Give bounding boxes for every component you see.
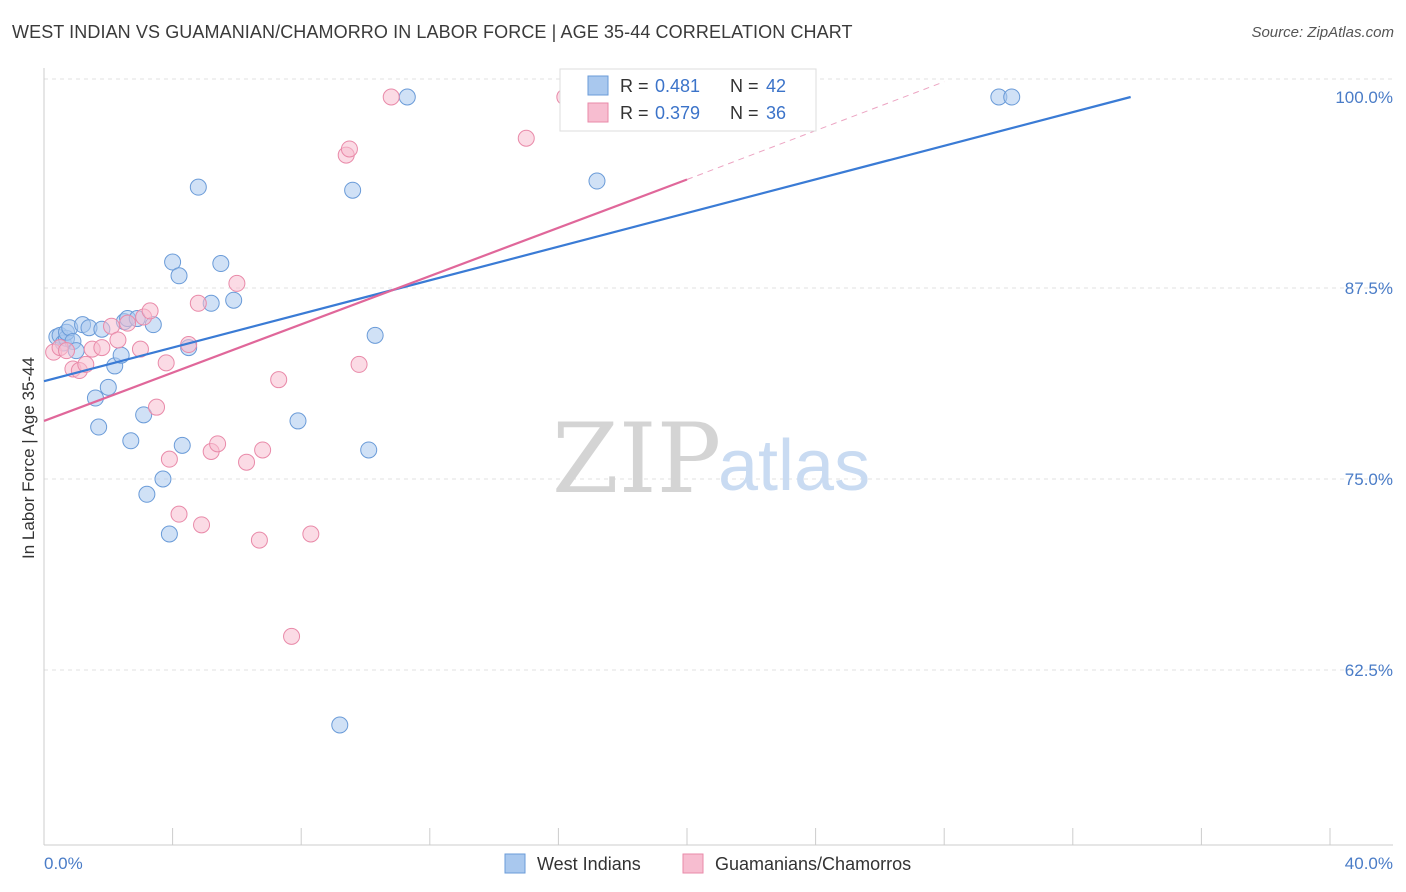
point-west-indian-11 xyxy=(90,418,108,436)
point-west-indian-39 xyxy=(588,172,606,190)
point-west-indian-35 xyxy=(344,181,362,199)
point-guamanian-24 xyxy=(238,453,256,471)
point-west-indian-41 xyxy=(1003,88,1021,106)
point-west-indian-38 xyxy=(398,88,416,106)
point-guamanian-28 xyxy=(283,627,301,645)
point-west-indian-37 xyxy=(366,326,384,344)
point-west-indian-18 xyxy=(122,432,140,450)
legend-r-label-1: R = xyxy=(620,103,649,123)
legend-swatch-guamanians xyxy=(587,102,609,123)
point-guamanian-25 xyxy=(250,531,268,549)
point-west-indian-31 xyxy=(212,255,230,273)
point-guamanian-8 xyxy=(103,317,121,335)
x-tick-label-min: 0.0% xyxy=(44,854,83,873)
legend-n-value-0: 42 xyxy=(766,76,786,96)
bottom-legend-swatch-west-indians xyxy=(504,853,526,874)
bottom-legend-swatch-guamanians xyxy=(682,853,704,874)
trend-line-guamanians xyxy=(43,178,688,422)
trend-lines xyxy=(43,81,1131,422)
legend-n-value-1: 36 xyxy=(766,103,786,123)
point-guamanian-33 xyxy=(382,88,400,106)
point-guamanian-11 xyxy=(131,340,149,358)
point-west-indian-33 xyxy=(289,412,307,430)
point-guamanian-20 xyxy=(193,516,211,534)
y-tick-label-3: 100.0% xyxy=(1335,88,1393,107)
point-west-indian-21 xyxy=(138,485,156,503)
point-west-indian-25 xyxy=(164,253,182,271)
axes xyxy=(43,68,1393,846)
watermark-atlas: atlas xyxy=(718,426,870,506)
point-guamanian-13 xyxy=(141,302,159,320)
legend-n-label-0: N = xyxy=(730,76,759,96)
y-tick-label-0: 62.5% xyxy=(1345,661,1393,680)
point-guamanian-23 xyxy=(228,274,246,292)
bottom-legend: West Indians Guamanians/Chamorros xyxy=(504,853,911,874)
point-guamanian-14 xyxy=(148,398,166,416)
point-guamanian-16 xyxy=(160,450,178,468)
point-west-indian-24 xyxy=(160,525,178,543)
y-tick-label-1: 75.0% xyxy=(1345,470,1393,489)
point-west-indian-29 xyxy=(189,178,207,196)
point-guamanian-9 xyxy=(109,331,127,349)
y-tick-labels: 62.5% 75.0% 87.5% 100.0% xyxy=(1335,88,1393,680)
point-west-indian-26 xyxy=(170,267,188,285)
point-guamanian-15 xyxy=(157,354,175,372)
point-guamanian-26 xyxy=(254,441,272,459)
point-guamanian-29 xyxy=(302,525,320,543)
point-guamanian-10 xyxy=(119,314,137,332)
legend-r-value-1: 0.379 xyxy=(655,103,700,123)
bottom-legend-label-west-indians: West Indians xyxy=(537,854,641,874)
legend-n-label-1: N = xyxy=(730,103,759,123)
y-axis-label: In Labor Force | Age 35-44 xyxy=(19,357,38,559)
point-guamanian-2 xyxy=(58,342,76,360)
source-label: Source: ZipAtlas.com xyxy=(1251,24,1394,41)
point-west-indian-36 xyxy=(360,441,378,459)
point-west-indian-34 xyxy=(331,716,349,734)
legend-r-label-0: R = xyxy=(620,76,649,96)
legend-box: R = 0.481 N = 42 R = 0.379 N = 36 xyxy=(559,68,817,132)
point-guamanian-31 xyxy=(340,140,358,158)
point-guamanian-7 xyxy=(93,339,111,357)
point-west-indian-32 xyxy=(225,291,243,309)
point-guamanian-27 xyxy=(270,371,288,389)
trend-line-west-indians xyxy=(43,95,1131,383)
legend-r-value-0: 0.481 xyxy=(655,76,700,96)
x-tick-label-max: 40.0% xyxy=(1345,854,1393,873)
point-west-indian-20 xyxy=(135,406,153,424)
point-west-indian-13 xyxy=(99,378,117,396)
chart-title: WEST INDIAN VS GUAMANIAN/CHAMORRO IN LAB… xyxy=(12,22,853,42)
y-tick-label-2: 87.5% xyxy=(1345,279,1393,298)
watermark-zip: ZIP xyxy=(552,403,721,515)
point-west-indian-27 xyxy=(173,436,191,454)
point-west-indian-23 xyxy=(154,470,172,488)
point-guamanian-17 xyxy=(170,505,188,523)
point-guamanian-34 xyxy=(517,129,535,147)
legend-swatch-west-indians xyxy=(587,75,609,96)
bottom-legend-label-guamanians: Guamanians/Chamorros xyxy=(715,854,911,874)
point-guamanian-19 xyxy=(189,294,207,312)
data-points xyxy=(45,88,1021,734)
point-guamanian-32 xyxy=(350,355,368,373)
point-guamanian-22 xyxy=(209,435,227,453)
